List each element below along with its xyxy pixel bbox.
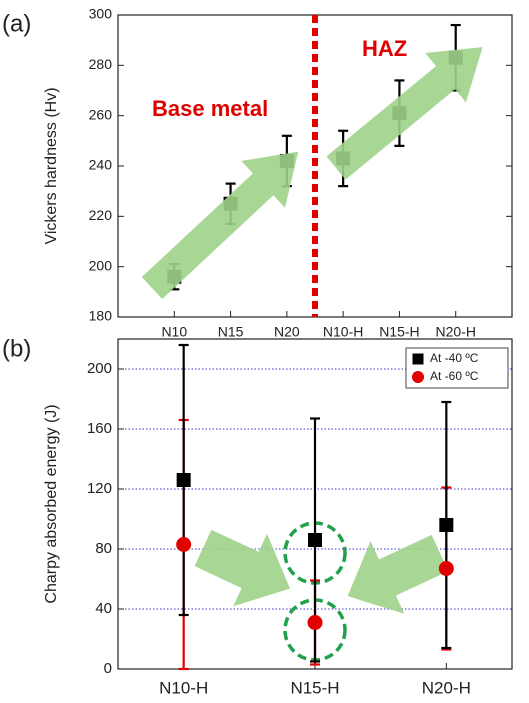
data-point xyxy=(308,533,322,547)
data-point xyxy=(176,537,192,552)
y-tick-label: 40 xyxy=(95,600,112,617)
y-tick-label: 280 xyxy=(89,56,113,72)
x-tick-label: N20 xyxy=(274,324,300,340)
x-tick-label: N10 xyxy=(161,324,187,340)
trend-arrow xyxy=(141,151,299,299)
panel-label: (a) xyxy=(2,10,31,37)
pointer-arrow xyxy=(194,529,291,607)
y-tick-label: 200 xyxy=(87,360,112,377)
legend-label: At -60 ºC xyxy=(430,369,479,383)
annotation: Base metal xyxy=(152,96,268,121)
y-tick-label: 200 xyxy=(89,257,113,273)
x-tick-label: N20-H xyxy=(422,678,471,697)
y-tick-label: 260 xyxy=(89,106,113,122)
data-point xyxy=(176,473,191,487)
y-tick-label: 0 xyxy=(104,660,112,677)
annotation: HAZ xyxy=(362,36,407,61)
data-point xyxy=(438,561,454,576)
y-tick-label: 160 xyxy=(87,420,112,437)
y-axis-label: Charpy absorbed energy (J) xyxy=(43,404,60,603)
y-tick-label: 300 xyxy=(89,6,113,22)
data-point xyxy=(439,518,454,532)
x-tick-label: N15-H xyxy=(290,678,339,697)
data-point xyxy=(307,615,323,630)
panel-label: (b) xyxy=(2,335,31,362)
legend-marker xyxy=(412,353,424,365)
decoration xyxy=(194,529,449,614)
y-axis-label: Vickers hardness (Hv) xyxy=(43,87,60,244)
y-tick-label: 220 xyxy=(89,207,113,223)
x-tick-label: N10-H xyxy=(323,324,363,340)
y-tick-label: 80 xyxy=(95,540,112,557)
x-tick-label: N15 xyxy=(218,324,244,340)
legend-label: At -40 ºC xyxy=(430,351,479,365)
y-tick-label: 120 xyxy=(87,480,112,497)
x-tick-label: N10-H xyxy=(159,678,208,697)
x-tick-label: N20-H xyxy=(435,324,475,340)
y-tick-label: 180 xyxy=(89,308,113,324)
x-tick-label: N15-H xyxy=(379,324,419,340)
pointer-arrow xyxy=(347,534,449,614)
y-tick-label: 240 xyxy=(89,157,113,173)
trend-arrow xyxy=(326,47,483,180)
legend-marker xyxy=(412,371,424,383)
decoration xyxy=(141,47,483,299)
